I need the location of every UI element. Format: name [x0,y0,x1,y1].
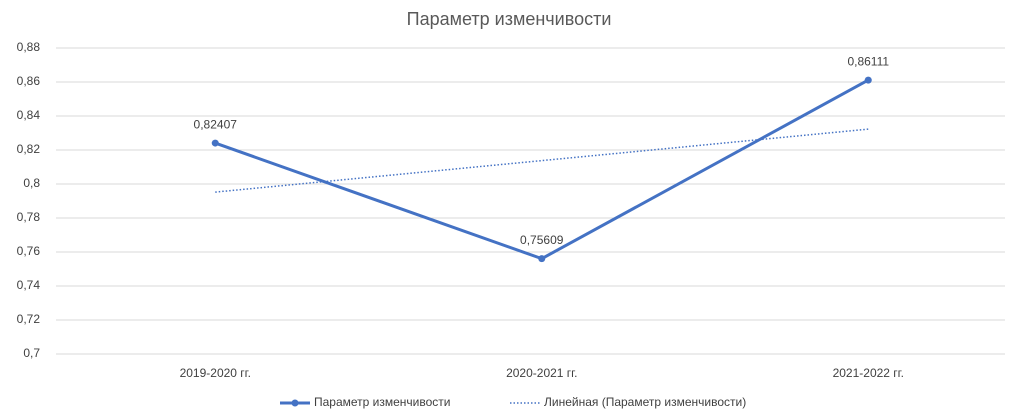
y-tick-label: 0,76 [17,244,41,258]
y-tick-label: 0,84 [17,108,41,122]
x-tick-label: 2019-2020 гг. [180,366,251,380]
y-tick-label: 0,74 [17,278,41,292]
legend-label: Линейная (Параметр изменчивости) [544,395,746,409]
point-marker [538,255,546,263]
y-tick-label: 0,7 [23,346,40,360]
data-label: 0,75609 [520,233,564,247]
y-tick-label: 0,82 [17,142,41,156]
data-label: 0,86111 [847,54,889,68]
legend-marker [291,399,299,407]
y-tick-label: 0,72 [17,312,41,326]
chart-title: Параметр изменчивости [407,9,612,29]
point-marker [211,139,219,147]
legend-label: Параметр изменчивости [314,395,451,409]
y-tick-label: 0,86 [17,74,41,88]
x-tick-label: 2021-2022 гг. [833,366,904,380]
y-tick-label: 0,78 [17,210,41,224]
point-marker [864,76,872,84]
trendline [215,128,869,193]
data-label: 0,82407 [194,117,238,131]
y-tick-label: 0,88 [17,40,41,54]
y-tick-label: 0,8 [23,176,40,190]
x-tick-label: 2020-2021 гг. [506,366,577,380]
